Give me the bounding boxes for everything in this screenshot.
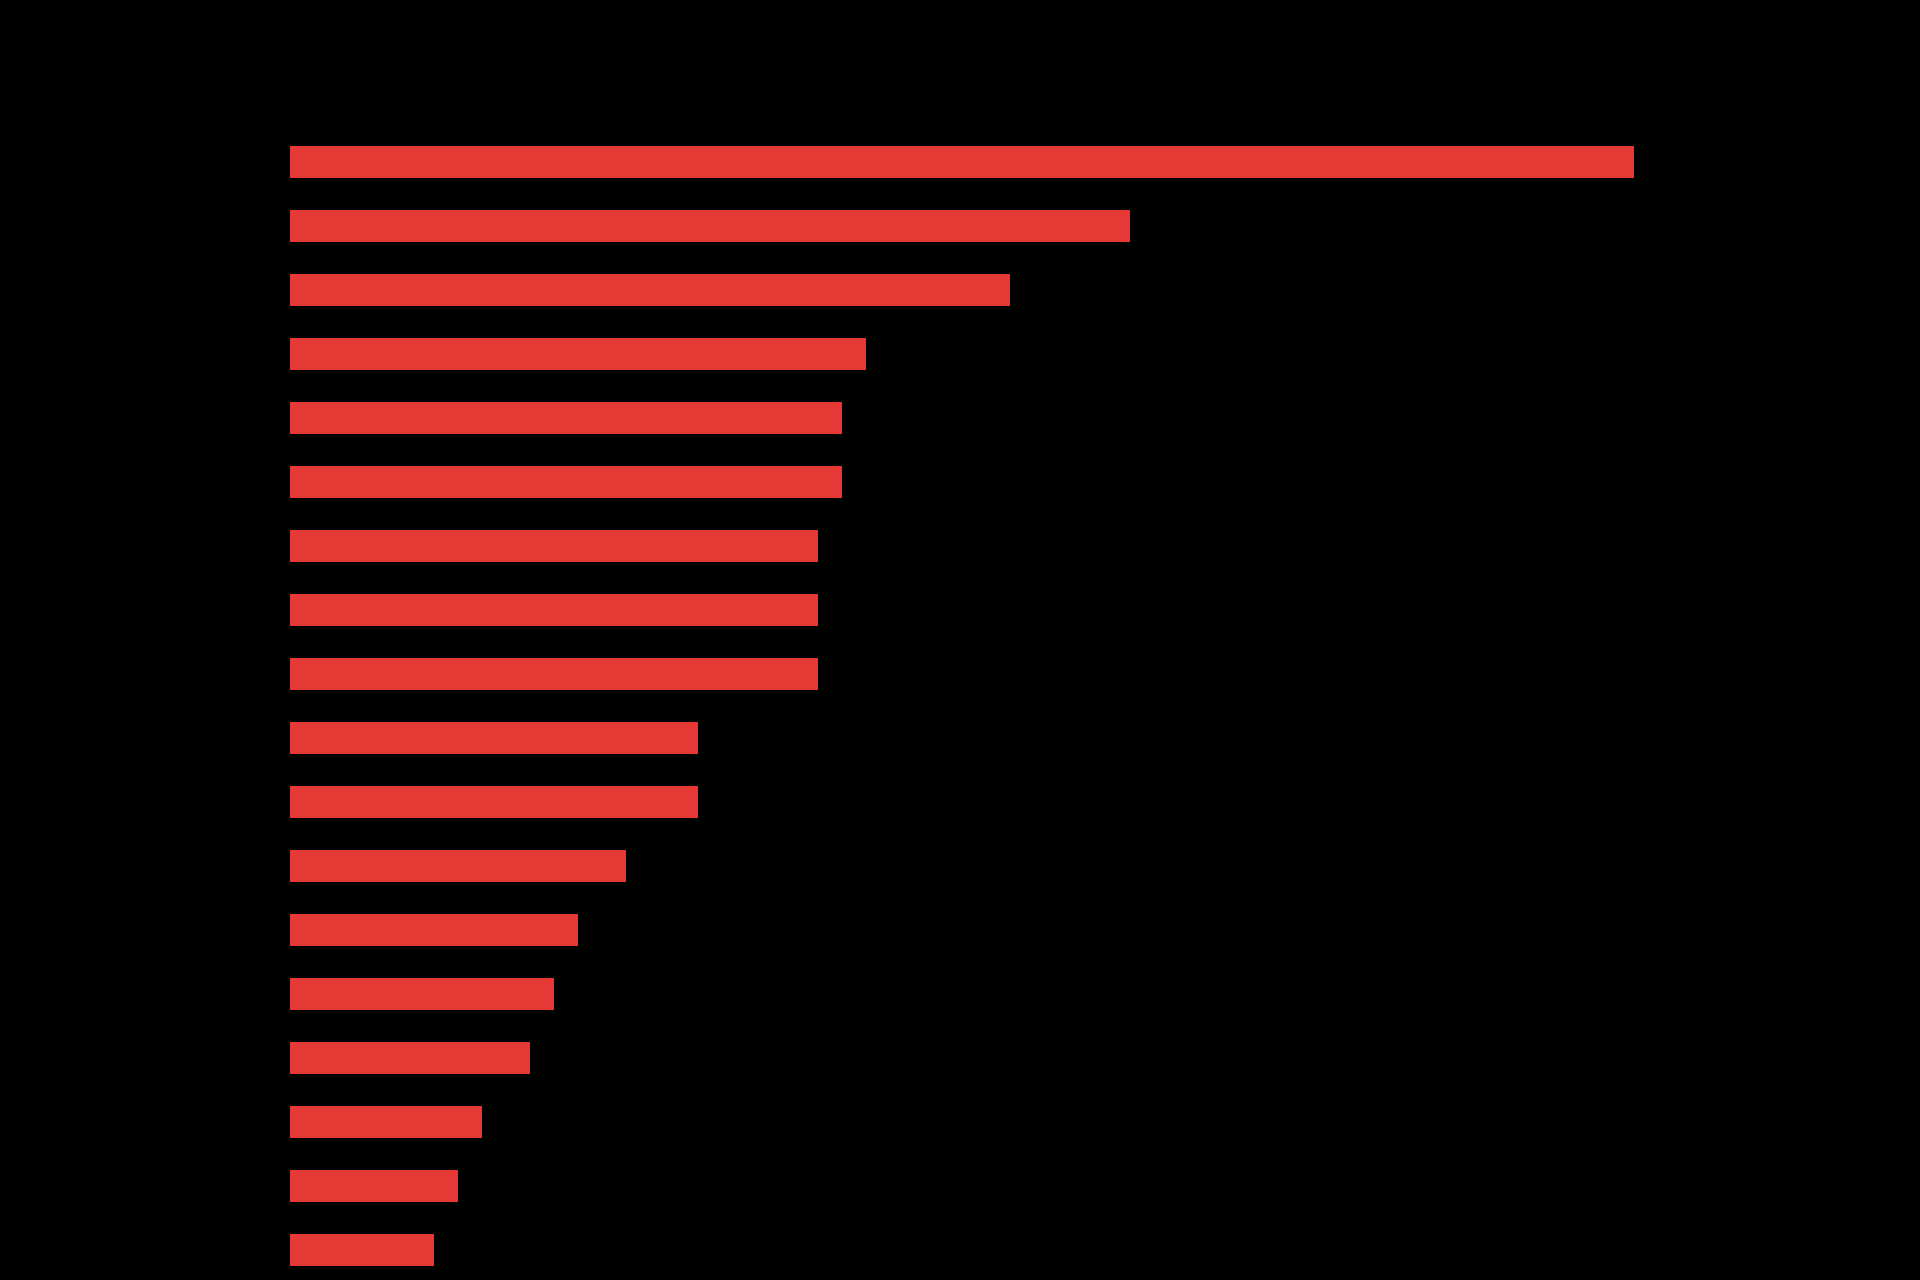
bar-6 xyxy=(290,530,818,562)
bar-15 xyxy=(290,1106,482,1138)
bar-14 xyxy=(290,1042,530,1074)
bar-16 xyxy=(290,1170,458,1202)
bar-9 xyxy=(290,722,698,754)
bar-2 xyxy=(290,274,1010,306)
bar-11 xyxy=(290,850,626,882)
bar-5 xyxy=(290,466,842,498)
bar-13 xyxy=(290,978,554,1010)
bar-3 xyxy=(290,338,866,370)
bar-12 xyxy=(290,914,578,946)
bar-1 xyxy=(290,210,1130,242)
bar-8 xyxy=(290,658,818,690)
bar-7 xyxy=(290,594,818,626)
horizontal-bar-chart xyxy=(0,0,1920,1280)
bar-0 xyxy=(290,146,1634,178)
bar-17 xyxy=(290,1234,434,1266)
bar-10 xyxy=(290,786,698,818)
bar-4 xyxy=(290,402,842,434)
